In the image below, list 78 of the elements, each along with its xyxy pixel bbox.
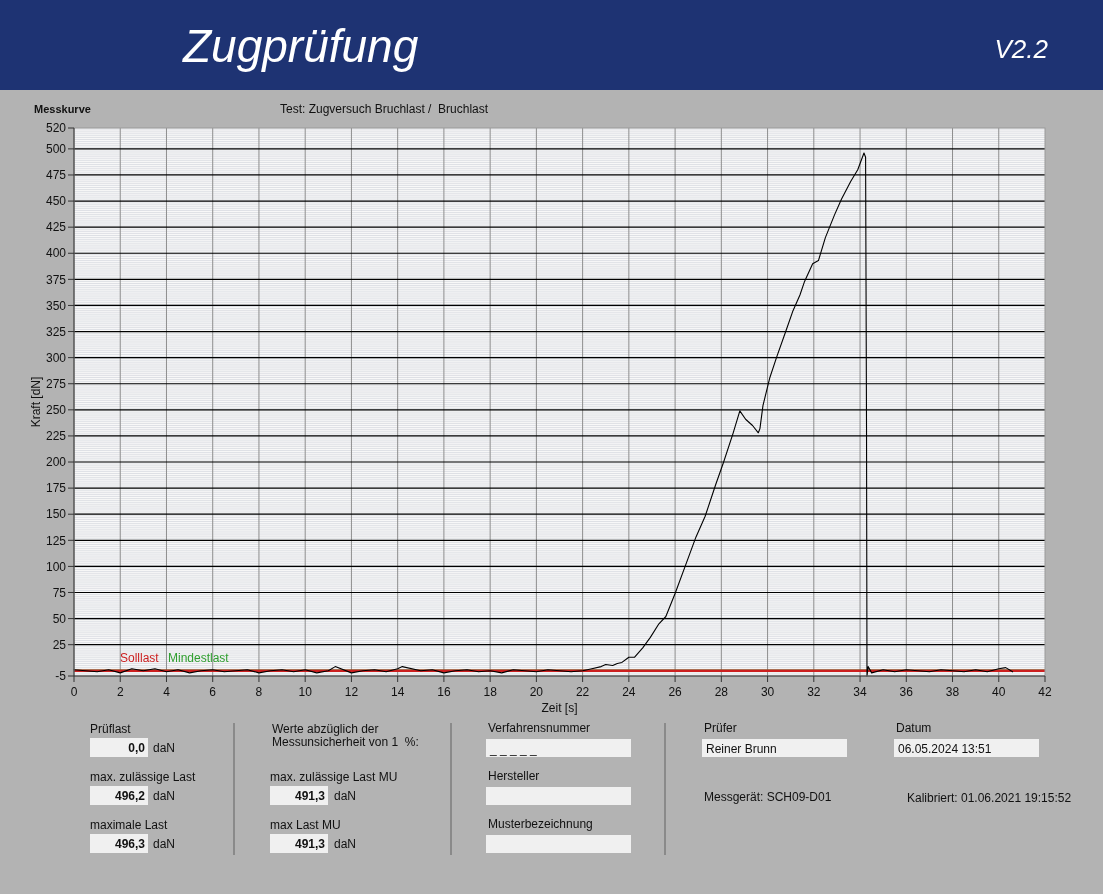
text: 0,0: [128, 741, 146, 755]
x-tick-label: 2: [116, 685, 124, 699]
y-tick-label: 100: [45, 559, 67, 574]
text: max. zulässige Last MU: [270, 770, 398, 784]
text: Messgerät: SCH09-D01: [704, 790, 832, 804]
y-tick-label: 350: [45, 298, 67, 313]
y-tick-label: 125: [45, 533, 67, 548]
text: daN: [153, 789, 176, 803]
chart-subtitle: Test: Zugversuch Bruchlast / Bruchlast: [280, 102, 489, 116]
x-tick-label: 30: [760, 685, 775, 699]
ref-line-label: Solllast: [120, 650, 160, 665]
x-axis-title: Zeit [s]: [541, 701, 578, 715]
text: daN: [153, 741, 176, 755]
text: daN: [153, 837, 176, 851]
x-tick-label: 28: [714, 685, 729, 699]
y-tick-label: 250: [45, 403, 67, 418]
y-tick-label: 200: [45, 455, 67, 470]
text: Datum: [896, 721, 932, 735]
y-tick-label: 150: [45, 507, 67, 522]
text: daN: [334, 789, 357, 803]
y-tick-label: -5: [55, 669, 67, 684]
y-tick-label: 520: [45, 121, 67, 136]
text: Hersteller: [488, 769, 540, 783]
y-tick-label: 475: [45, 168, 67, 183]
x-tick-label: 16: [437, 685, 451, 699]
text: Prüflast: [90, 722, 132, 736]
text: 491,3: [294, 789, 326, 803]
x-tick-label: 26: [668, 685, 683, 699]
x-tick-label: 20: [529, 685, 544, 699]
text: 496,3: [114, 837, 146, 851]
x-tick-label: 22: [575, 685, 590, 699]
y-tick-label: 450: [45, 194, 67, 209]
text: Werte abzüglich der Messunsicherheit von 1 %:: [272, 722, 419, 749]
ref-line-label: Mindestlast: [168, 650, 230, 665]
x-tick-label: 8: [255, 685, 263, 699]
x-tick-label: 38: [945, 685, 960, 699]
y-tick-label: 400: [45, 246, 67, 261]
text: Messkurve: [34, 103, 91, 115]
text: 491,3: [294, 837, 326, 851]
x-tick-label: 10: [298, 685, 313, 699]
text: maximale Last: [90, 818, 169, 832]
x-tick-label: 6: [209, 685, 217, 699]
y-tick-label: 75: [52, 585, 67, 600]
text: Prüfer: [704, 721, 737, 735]
y-tick-label: 50: [52, 611, 67, 626]
text: Kalibriert: 01.06.2021 19:15:52: [907, 791, 1072, 805]
text: Musterbezeichnung: [488, 817, 593, 831]
x-tick-label: 34: [853, 685, 868, 699]
chart-title: Zugprüfung: [182, 20, 419, 72]
y-axis-title: Kraft [dN]: [29, 376, 43, 428]
y-tick-label: 425: [45, 220, 67, 235]
x-tick-label: 32: [807, 685, 821, 699]
text: daN: [334, 837, 357, 851]
x-tick-label: 18: [483, 685, 498, 699]
x-tick-label: 42: [1038, 685, 1052, 699]
y-tick-label: 175: [45, 481, 67, 496]
text: 496,2: [114, 789, 146, 803]
text: Reiner Brunn: [706, 742, 777, 756]
text: V2.2: [994, 34, 1049, 64]
x-tick-label: 4: [163, 685, 171, 699]
x-tick-label: 12: [344, 685, 359, 699]
text: max. zulässige Last: [90, 770, 197, 784]
x-tick-label: 24: [622, 685, 636, 699]
y-tick-label: 375: [45, 272, 67, 287]
text: _ _ _ _ _: [489, 742, 538, 756]
text: 06.05.2024 13:51: [898, 742, 992, 756]
text: max Last MU: [270, 818, 341, 832]
y-tick-label: 25: [52, 637, 67, 652]
text: Verfahrensnummer: [488, 721, 591, 735]
y-tick-label: 275: [45, 376, 67, 391]
y-tick-label: 225: [45, 429, 67, 444]
x-tick-label: 14: [390, 685, 405, 699]
y-tick-label: 325: [45, 324, 67, 339]
x-tick-label: 36: [899, 685, 914, 699]
y-tick-label: 300: [45, 350, 67, 365]
x-tick-label: 40: [992, 685, 1006, 699]
x-tick-label: 0: [70, 685, 78, 699]
y-tick-label: 500: [45, 142, 67, 157]
